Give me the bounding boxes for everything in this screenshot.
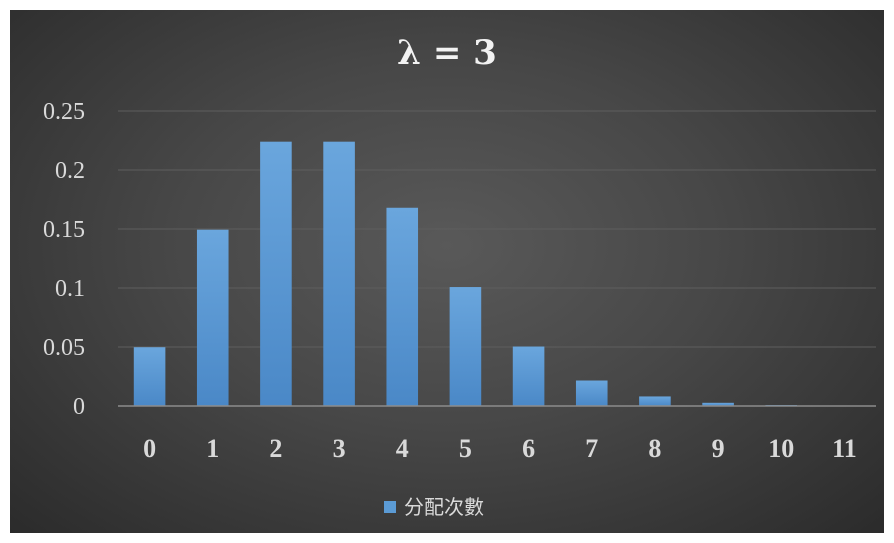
- legend-swatch: [384, 501, 396, 513]
- bar: [575, 380, 608, 406]
- y-tick-label: 0.25: [43, 99, 85, 125]
- bar: [386, 207, 419, 406]
- x-tick-label: 6: [522, 434, 535, 463]
- bar: [323, 141, 355, 406]
- x-tick-label: 5: [459, 434, 472, 463]
- chart-area: λ = 3 0 0.05 0.1 0.15 0.2 0.25 0 1 2 3 4 5 6 7 8 9 10 11…: [10, 10, 884, 533]
- legend-label: 分配次數: [404, 495, 484, 519]
- x-axis-ticks: 0 1 2 3 4 5 6 7 8 9 10 11: [143, 434, 857, 463]
- y-tick-label: 0.15: [43, 217, 85, 243]
- x-tick-label: 9: [712, 434, 725, 463]
- bar: [449, 287, 482, 406]
- bars: [133, 141, 861, 407]
- bar: [639, 396, 671, 406]
- y-axis-ticks: 0 0.05 0.1 0.15 0.2 0.25: [43, 99, 85, 420]
- bar: [133, 347, 166, 406]
- y-tick-label: 0.2: [55, 158, 85, 184]
- x-tick-label: 2: [269, 434, 282, 463]
- x-tick-label: 4: [396, 434, 409, 463]
- x-tick-label: 0: [143, 434, 156, 463]
- chart-title: λ = 3: [397, 33, 497, 73]
- bar: [702, 402, 734, 406]
- x-tick-label: 10: [768, 434, 794, 463]
- x-tick-label: 7: [585, 434, 598, 463]
- bar: [512, 346, 545, 406]
- bar-chart: λ = 3 0 0.05 0.1 0.15 0.2 0.25 0 1 2 3 4 5 6 7 8 9 10 11…: [43, 33, 876, 519]
- legend: 分配次數: [384, 495, 484, 519]
- x-tick-label: 8: [648, 434, 661, 463]
- y-tick-label: 0: [73, 394, 85, 420]
- y-tick-label: 0.05: [43, 335, 85, 361]
- y-tick-label: 0.1: [55, 276, 85, 302]
- x-tick-label: 3: [333, 434, 346, 463]
- gridlines: [118, 110, 876, 348]
- x-tick-label: 11: [832, 434, 857, 463]
- bar: [196, 229, 229, 406]
- bar: [260, 141, 292, 406]
- x-tick-label: 1: [206, 434, 219, 463]
